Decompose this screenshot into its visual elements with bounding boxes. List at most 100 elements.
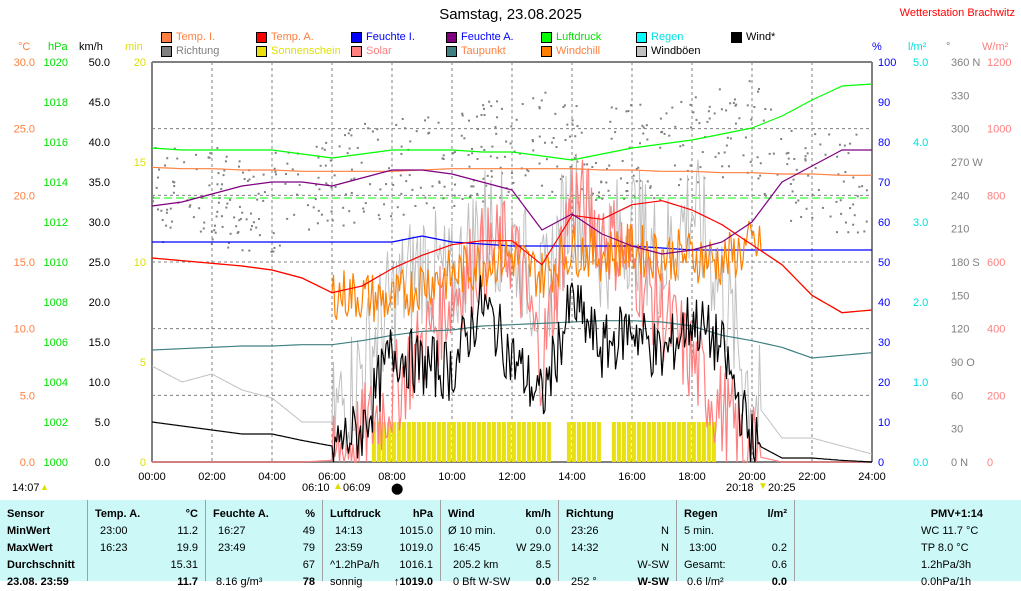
direction-point bbox=[453, 194, 456, 197]
direction-point bbox=[399, 174, 402, 177]
direction-point bbox=[797, 199, 800, 202]
direction-point bbox=[210, 243, 213, 246]
direction-point bbox=[532, 149, 535, 152]
wind-avg10-label: Ø 10 min. bbox=[448, 525, 496, 537]
hum-header: Feuchte A. bbox=[213, 508, 269, 520]
direction-point bbox=[321, 147, 324, 150]
direction-point bbox=[707, 110, 710, 113]
direction-point bbox=[189, 204, 192, 207]
direction-point bbox=[500, 107, 503, 110]
axis-tick-label: 0 bbox=[878, 457, 884, 469]
direction-point bbox=[376, 128, 379, 131]
axis-tick-label: 35.0 bbox=[89, 177, 110, 189]
axis-tick-label: 0.0 bbox=[20, 457, 35, 469]
direction-point bbox=[575, 105, 578, 108]
direction-point bbox=[490, 175, 493, 178]
direction-point bbox=[272, 232, 275, 235]
direction-point bbox=[376, 138, 379, 141]
axis-tick-label: 25.0 bbox=[14, 124, 35, 136]
direction-point bbox=[849, 142, 852, 145]
direction-point bbox=[480, 145, 483, 148]
direction-point bbox=[395, 123, 398, 126]
moon-icon: ▲ bbox=[40, 482, 49, 492]
press-forecast: sonnig bbox=[330, 576, 363, 588]
direction-point bbox=[424, 196, 427, 199]
axis-tick-label: 150 bbox=[951, 290, 969, 302]
direction-point bbox=[442, 158, 445, 161]
col-wind: Wind km/h Ø 10 min. 0.0 16:45 W 29.0 205.2 … bbox=[441, 500, 559, 588]
sunshine-bar bbox=[446, 422, 451, 462]
direction-point bbox=[475, 115, 478, 118]
direction-point bbox=[694, 96, 697, 99]
axis-tick-label: 200 bbox=[987, 390, 1005, 402]
windchill-value: WC 11.7 °C bbox=[921, 525, 979, 537]
direction-point bbox=[383, 203, 386, 206]
direction-point bbox=[245, 218, 248, 221]
direction-point bbox=[210, 230, 213, 233]
direction-point bbox=[496, 156, 499, 159]
wind-avg10: 0.0 bbox=[535, 525, 551, 537]
direction-point bbox=[468, 195, 471, 198]
direction-point bbox=[806, 152, 809, 155]
direction-point bbox=[252, 221, 255, 224]
sunshine-bar bbox=[646, 422, 651, 462]
direction-point bbox=[721, 176, 724, 179]
sunshine-bar bbox=[541, 422, 546, 462]
axis-tick-label: 1000 bbox=[44, 457, 68, 469]
direction-point bbox=[512, 181, 515, 184]
direction-point bbox=[217, 201, 220, 204]
sunshine-bar bbox=[526, 422, 531, 462]
direction-point bbox=[482, 107, 485, 110]
axis-tick-label: 30.0 bbox=[89, 217, 110, 229]
sunshine-bar bbox=[411, 422, 416, 462]
rain-now: 0.0 bbox=[771, 576, 787, 588]
direction-point bbox=[607, 189, 610, 192]
direction-point bbox=[601, 197, 604, 200]
direction-point bbox=[641, 124, 644, 127]
sunshine-bar bbox=[596, 422, 601, 462]
direction-point bbox=[746, 104, 749, 107]
direction-point bbox=[452, 152, 455, 155]
direction-point bbox=[490, 170, 493, 173]
sunshine-bar bbox=[441, 422, 446, 462]
direction-point bbox=[388, 167, 391, 170]
direction-point bbox=[757, 88, 760, 91]
sunshine-bar bbox=[501, 422, 506, 462]
axis-tick-label: 80 bbox=[878, 137, 890, 149]
station-name: Wetterstation Brachwitz bbox=[899, 7, 1015, 19]
axis-tick-label: 400 bbox=[987, 324, 1005, 336]
sunshine-bar bbox=[496, 422, 501, 462]
direction-point bbox=[316, 222, 319, 225]
direction-point bbox=[472, 185, 475, 188]
direction-point bbox=[482, 104, 485, 107]
pressure-1h: 0.0hPa/1h bbox=[921, 576, 972, 588]
series-line-luftdruck bbox=[151, 83, 873, 161]
direction-point bbox=[385, 183, 388, 186]
direction-point bbox=[804, 158, 807, 161]
direction-point bbox=[837, 173, 840, 176]
rain-5min-label: 5 min. bbox=[684, 525, 714, 537]
direction-point bbox=[762, 119, 765, 122]
direction-point bbox=[308, 228, 311, 231]
direction-point bbox=[847, 231, 850, 234]
direction-point bbox=[573, 157, 576, 160]
direction-point bbox=[171, 220, 174, 223]
direction-point bbox=[729, 102, 732, 105]
direction-point bbox=[427, 132, 430, 135]
axis-tick-label: 0 N bbox=[951, 457, 968, 469]
direction-point bbox=[284, 182, 287, 185]
sunshine-bar bbox=[621, 422, 626, 462]
direction-point bbox=[805, 207, 808, 210]
direction-point bbox=[551, 190, 554, 193]
col-temp: Temp. A. °C 23:00 11.2 16:23 19.9 15.31 11.… bbox=[88, 500, 206, 588]
direction-point bbox=[286, 217, 289, 220]
direction-point bbox=[348, 147, 351, 150]
legend-label: Solar bbox=[366, 45, 392, 57]
direction-point bbox=[562, 106, 565, 109]
direction-point bbox=[274, 151, 277, 154]
direction-point bbox=[176, 157, 179, 160]
direction-point bbox=[364, 202, 367, 205]
direction-point bbox=[165, 224, 168, 227]
direction-point bbox=[241, 249, 244, 252]
direction-point bbox=[527, 170, 530, 173]
